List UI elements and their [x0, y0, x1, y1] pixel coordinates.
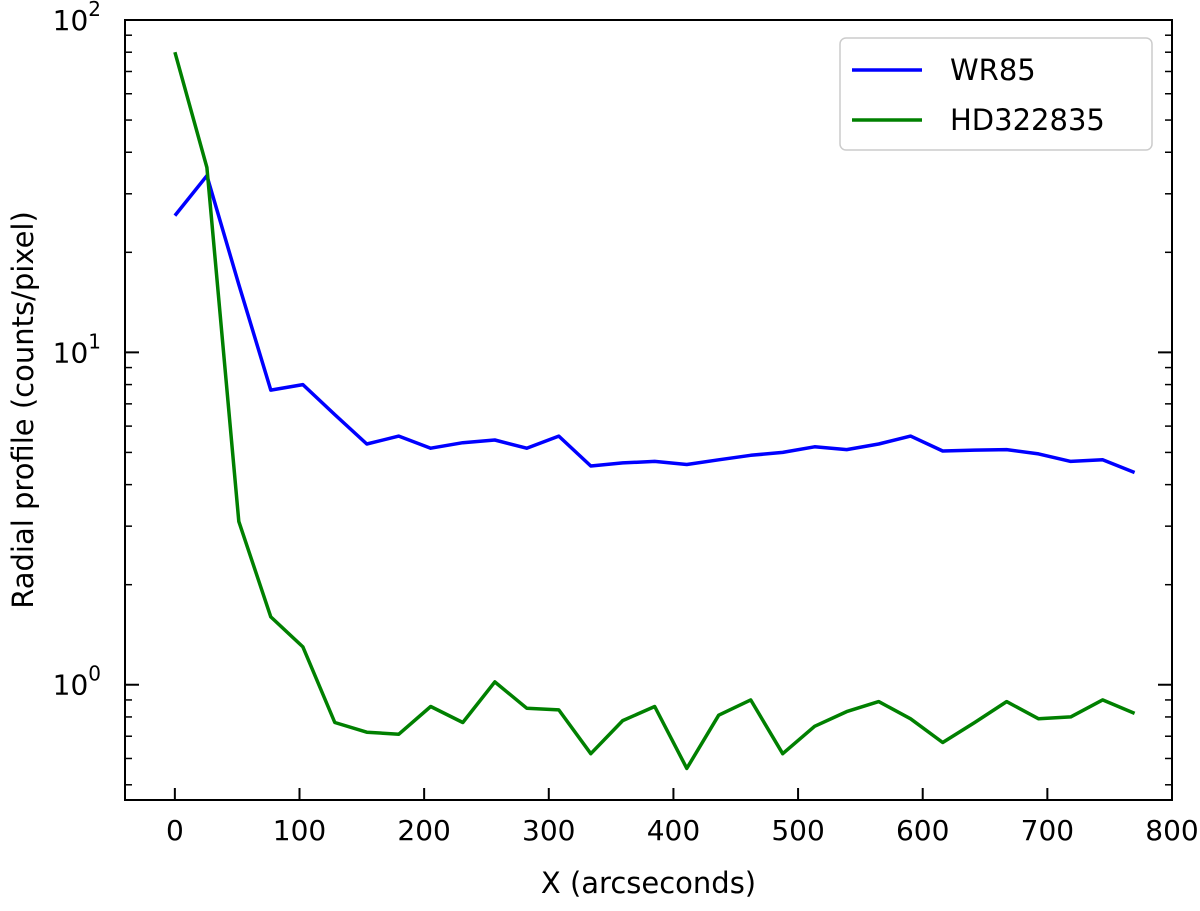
x-tick-label: 200: [397, 814, 450, 847]
y-tick-label: 100: [53, 662, 101, 702]
plot-lines: [173, 51, 1136, 771]
legend-label: WR85: [950, 53, 1036, 87]
y-tick-label: 101: [53, 329, 101, 369]
x-tick-label: 0: [166, 814, 184, 847]
tick-labels: 0 100 200 300 400 500 600 700 800 100 101 102: [53, 0, 1199, 847]
x-tick-label: 500: [771, 814, 824, 847]
series-line-wr85: [173, 173, 1136, 475]
x-tick-label: 600: [896, 814, 949, 847]
plot-frame: [124, 19, 1173, 801]
y-tick-label: 102: [53, 0, 101, 37]
series-line-hd322835: [173, 51, 1136, 771]
legend: WR85 HD322835: [839, 37, 1153, 151]
x-tick-label: 100: [273, 814, 326, 847]
y-axis-label: Radial profile (counts/pixel): [6, 211, 40, 609]
x-tick-label: 800: [1145, 814, 1198, 847]
x-tick-label: 700: [1021, 814, 1074, 847]
legend-box: [839, 37, 1153, 151]
x-tick-label: 400: [647, 814, 700, 847]
x-tick-label: 300: [522, 814, 575, 847]
x-axis-label: X (arcseconds): [541, 866, 756, 900]
legend-label: HD322835: [950, 103, 1105, 137]
